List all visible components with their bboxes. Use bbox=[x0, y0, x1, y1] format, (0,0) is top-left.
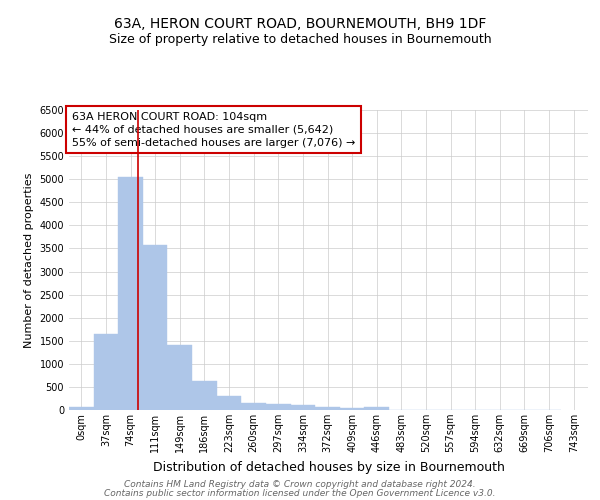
Bar bbox=[192, 381, 217, 410]
Bar bbox=[143, 245, 167, 410]
Bar bbox=[118, 177, 143, 410]
X-axis label: Distribution of detached houses by size in Bournemouth: Distribution of detached houses by size … bbox=[152, 460, 505, 473]
Bar bbox=[266, 404, 290, 410]
Bar bbox=[217, 396, 241, 410]
Bar bbox=[69, 406, 94, 410]
Y-axis label: Number of detached properties: Number of detached properties bbox=[24, 172, 34, 348]
Text: 63A, HERON COURT ROAD, BOURNEMOUTH, BH9 1DF: 63A, HERON COURT ROAD, BOURNEMOUTH, BH9 … bbox=[114, 18, 486, 32]
Bar bbox=[315, 408, 340, 410]
Bar bbox=[94, 334, 118, 410]
Bar bbox=[290, 406, 315, 410]
Bar bbox=[167, 346, 192, 410]
Text: 63A HERON COURT ROAD: 104sqm
← 44% of detached houses are smaller (5,642)
55% of: 63A HERON COURT ROAD: 104sqm ← 44% of de… bbox=[71, 112, 355, 148]
Bar bbox=[241, 402, 266, 410]
Bar bbox=[364, 406, 389, 410]
Text: Contains HM Land Registry data © Crown copyright and database right 2024.: Contains HM Land Registry data © Crown c… bbox=[124, 480, 476, 489]
Text: Size of property relative to detached houses in Bournemouth: Size of property relative to detached ho… bbox=[109, 32, 491, 46]
Bar bbox=[340, 408, 364, 410]
Text: Contains public sector information licensed under the Open Government Licence v3: Contains public sector information licen… bbox=[104, 488, 496, 498]
